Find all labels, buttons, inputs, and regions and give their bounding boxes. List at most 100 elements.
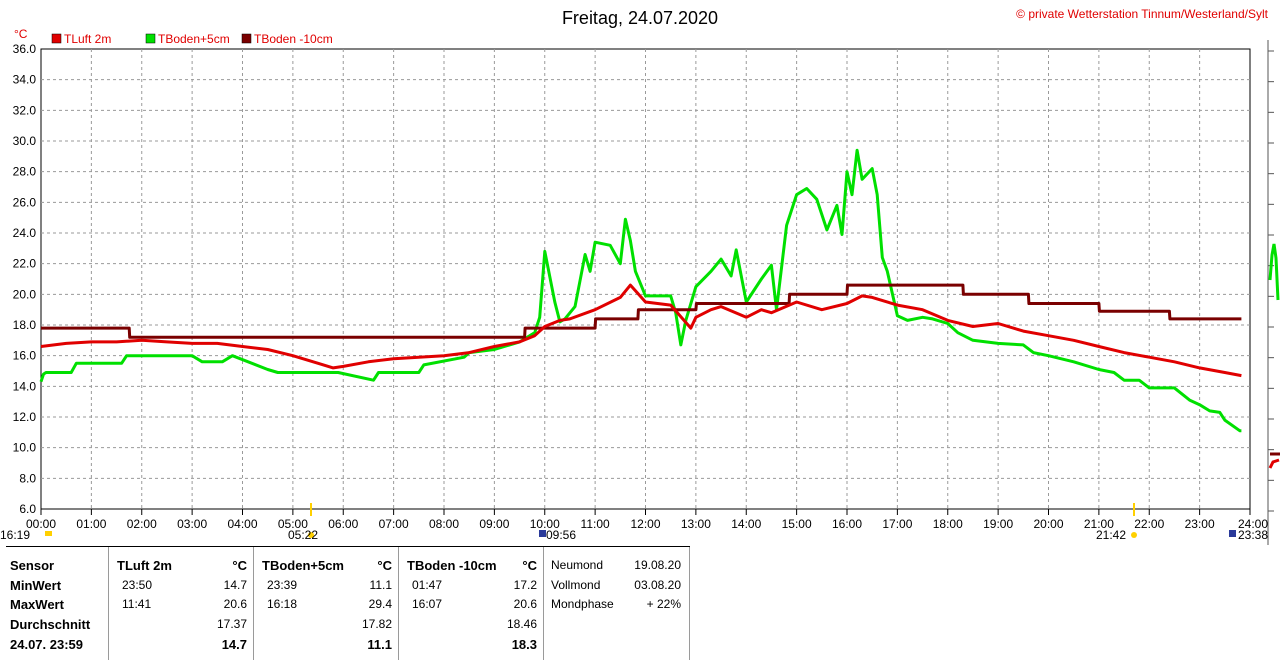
next-day-preview bbox=[1268, 243, 1280, 469]
x-tick-label: 18:00 bbox=[933, 517, 963, 531]
x-tick-label: 02:00 bbox=[127, 517, 157, 531]
y-axis-unit: °C bbox=[14, 27, 28, 41]
tboden5-header: TBoden+5cm bbox=[262, 558, 344, 573]
moon-icon-right bbox=[1229, 530, 1236, 537]
tluft-current-value: 14.7 bbox=[221, 637, 247, 652]
legend-swatch-tboden10 bbox=[241, 33, 252, 44]
y-tick-label: 14.0 bbox=[13, 379, 37, 393]
legend-swatch-tboden5 bbox=[145, 33, 156, 44]
x-tick-label: 16:00 bbox=[832, 517, 862, 531]
col-sensor: Sensor MinWert MaxWert Durchschnitt 24.0… bbox=[6, 547, 109, 660]
row-label-avg: Durchschnitt bbox=[10, 617, 91, 632]
sensor-header: Sensor bbox=[10, 558, 55, 573]
time-markers: 16:19 05:22 09:56 21:42 23:38 bbox=[0, 503, 1268, 542]
full-moon-label: Vollmond bbox=[551, 578, 601, 592]
moonset-icon bbox=[45, 531, 52, 536]
series-line-tluft bbox=[40, 283, 1242, 378]
x-tick-label: 23:00 bbox=[1185, 517, 1215, 531]
legend-label-tboden10: TBoden -10cm bbox=[254, 32, 333, 46]
x-tick-label: 04:00 bbox=[227, 517, 257, 531]
y-tick-label: 30.0 bbox=[13, 134, 37, 148]
moonset-time-label: 16:19 bbox=[0, 528, 30, 542]
grid-lines bbox=[41, 49, 1250, 509]
x-tick-label: 13:00 bbox=[681, 517, 711, 531]
tluft-min-time: 23:50 bbox=[122, 578, 153, 592]
moonrise-time-label: 09:56 bbox=[546, 528, 576, 542]
y-tick-label: 16.0 bbox=[13, 349, 37, 363]
x-tick-label: 05:00 bbox=[278, 517, 308, 531]
y-tick-label: 20.0 bbox=[13, 287, 37, 301]
col-tboden10: TBoden -10cm °C 01:47 17.2 16:07 20.6 18… bbox=[399, 547, 544, 660]
new-moon-label: Neumond bbox=[551, 558, 604, 572]
y-tick-label: 36.0 bbox=[13, 42, 37, 56]
tboden5-unit: °C bbox=[377, 558, 392, 573]
full-moon-date: 03.08.20 bbox=[634, 578, 681, 592]
sunrise-time-label: 05:22 bbox=[288, 528, 318, 542]
tboden10-header: TBoden -10cm bbox=[407, 558, 497, 573]
x-tick-label: 10:00 bbox=[530, 517, 560, 531]
row-label-max: MaxWert bbox=[10, 597, 64, 612]
y-tick-label: 34.0 bbox=[13, 73, 37, 87]
row-label-current: 24.07. 23:59 bbox=[10, 637, 84, 652]
x-tick-label: 01:00 bbox=[76, 517, 106, 531]
tboden10-current-value: 18.3 bbox=[511, 637, 537, 652]
legend-swatch-tluft bbox=[51, 33, 62, 44]
x-tick-label: 24:00 bbox=[1238, 517, 1268, 531]
x-tick-label: 20:00 bbox=[1033, 517, 1063, 531]
tluft-header: TLuft 2m bbox=[117, 558, 172, 573]
y-tick-label: 26.0 bbox=[13, 195, 37, 209]
y-axis-ticks: 6.0 8.0 10.0 12.0 14.0 16.0 18.0 20.0 22.0 24.0 26… bbox=[13, 42, 1274, 516]
tboden5-min-time: 23:39 bbox=[267, 578, 298, 592]
next-day-tboden5-line bbox=[1268, 243, 1280, 301]
y-tick-label: 18.0 bbox=[13, 318, 37, 332]
tboden10-max-time: 16:07 bbox=[412, 597, 443, 611]
tboden5-max-time: 16:18 bbox=[267, 597, 298, 611]
copyright-note: © private Wetterstation Tinnum/Westerlan… bbox=[1016, 7, 1269, 21]
y-tick-label: 10.0 bbox=[13, 441, 37, 455]
chart-title: Freitag, 24.07.2020 bbox=[562, 8, 718, 28]
statistics-table: Sensor MinWert MaxWert Durchschnitt 24.0… bbox=[6, 546, 690, 660]
temperature-chart: 6.0 8.0 10.0 12.0 14.0 16.0 18.0 20.0 22.0 24.0 26… bbox=[0, 7, 1280, 545]
x-tick-label: 11:00 bbox=[581, 517, 610, 531]
x-tick-label: 12:00 bbox=[630, 517, 660, 531]
col-tboden5: TBoden+5cm °C 23:39 11.1 16:18 29.4 17.8… bbox=[254, 547, 399, 660]
moon-phase-label: Mondphase bbox=[551, 597, 614, 611]
tboden5-avg-value: 17.82 bbox=[361, 617, 392, 631]
moon-time-label-right: 23:38 bbox=[1238, 528, 1268, 542]
tboden10-max-value: 20.6 bbox=[513, 597, 537, 611]
tboden10-min-time: 01:47 bbox=[412, 578, 443, 592]
tboden5-max-value: 29.4 bbox=[368, 597, 392, 611]
series-line-tboden5 bbox=[39, 148, 1242, 433]
moon-phase-value: + 22% bbox=[646, 597, 681, 611]
col-tluft: TLuft 2m °C 23:50 14.7 11:41 20.6 17.37 … bbox=[109, 547, 254, 660]
x-axis-ticks: 00:00 01:00 02:00 03:00 04:00 05:00 06:00 07:00… bbox=[26, 509, 1268, 531]
tboden10-unit: °C bbox=[522, 558, 537, 573]
tboden10-min-value: 17.2 bbox=[513, 578, 537, 592]
legend: TLuft 2m TBoden+5cm TBoden -10cm bbox=[51, 32, 333, 46]
y-tick-label: 12.0 bbox=[13, 410, 37, 424]
sunrise-sun-icon bbox=[308, 532, 314, 538]
x-tick-label: 08:00 bbox=[429, 517, 459, 531]
x-tick-label: 19:00 bbox=[983, 517, 1013, 531]
x-tick-label: 09:00 bbox=[479, 517, 509, 531]
x-tick-label: 07:00 bbox=[379, 517, 409, 531]
y-tick-label: 8.0 bbox=[19, 471, 36, 485]
tboden5-min-value: 11.1 bbox=[369, 578, 392, 592]
x-tick-label: 15:00 bbox=[782, 517, 812, 531]
y-tick-label: 24.0 bbox=[13, 226, 37, 240]
y-tick-label: 6.0 bbox=[19, 502, 36, 516]
x-tick-label: 03:00 bbox=[177, 517, 207, 531]
y-tick-label: 32.0 bbox=[13, 103, 37, 117]
x-tick-label: 00:00 bbox=[26, 517, 56, 531]
tluft-unit: °C bbox=[232, 558, 247, 573]
series-line-tboden10 bbox=[41, 283, 1242, 339]
legend-label-tluft: TLuft 2m bbox=[64, 32, 111, 46]
sunset-time-label: 21:42 bbox=[1096, 528, 1126, 542]
sunset-sun-icon bbox=[1131, 532, 1137, 538]
tboden5-current-value: 11.1 bbox=[367, 637, 392, 652]
moonrise-icon bbox=[539, 530, 546, 537]
tluft-max-time: 11:41 bbox=[122, 597, 152, 611]
row-label-min: MinWert bbox=[10, 578, 62, 593]
y-tick-label: 28.0 bbox=[13, 165, 37, 179]
next-day-tluft-line bbox=[1268, 458, 1280, 469]
